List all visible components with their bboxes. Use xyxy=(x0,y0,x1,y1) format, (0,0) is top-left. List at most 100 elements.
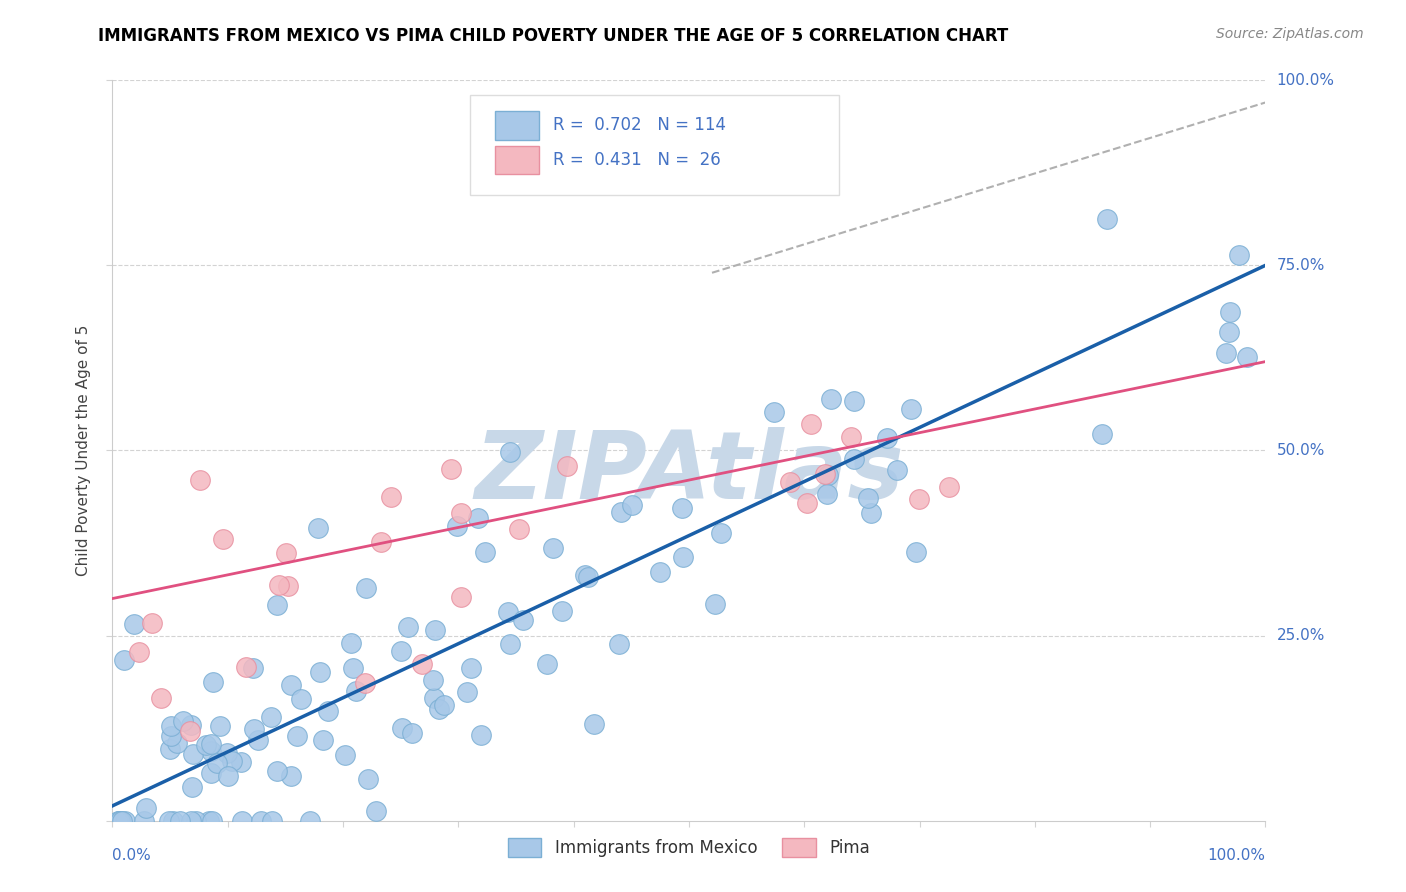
Point xyxy=(159,719,181,733)
Point xyxy=(280,769,302,783)
Point xyxy=(260,814,283,828)
Point xyxy=(274,546,297,560)
Point xyxy=(132,814,155,828)
Point xyxy=(1091,427,1114,442)
Point xyxy=(583,717,606,731)
Point xyxy=(440,462,463,476)
Point xyxy=(108,814,131,828)
Point xyxy=(450,590,472,604)
Point xyxy=(450,506,472,520)
Point xyxy=(267,578,290,592)
Point xyxy=(307,521,329,535)
Point xyxy=(181,747,204,762)
Text: Source: ZipAtlas.com: Source: ZipAtlas.com xyxy=(1216,27,1364,41)
Point xyxy=(710,526,733,541)
FancyBboxPatch shape xyxy=(470,95,839,195)
Point xyxy=(820,392,842,407)
Point xyxy=(243,723,266,737)
Point xyxy=(180,814,202,828)
Point xyxy=(815,486,838,500)
Point xyxy=(280,677,302,691)
Point xyxy=(648,565,671,579)
Point xyxy=(671,500,693,515)
Text: R =  0.702   N = 114: R = 0.702 N = 114 xyxy=(553,117,725,135)
Point xyxy=(181,780,204,795)
Text: 100.0%: 100.0% xyxy=(1277,73,1334,87)
Point xyxy=(389,644,412,658)
Point xyxy=(779,475,801,489)
Point xyxy=(446,518,468,533)
Point xyxy=(186,814,208,828)
Point xyxy=(200,765,222,780)
Point xyxy=(609,505,631,519)
Point xyxy=(470,728,492,742)
Text: 25.0%: 25.0% xyxy=(1277,628,1324,643)
Point xyxy=(508,522,530,536)
Point xyxy=(107,814,129,828)
Point xyxy=(201,675,224,690)
Point xyxy=(112,653,135,667)
Point xyxy=(900,402,922,417)
Point xyxy=(814,467,837,481)
Point xyxy=(246,732,269,747)
Point xyxy=(1219,305,1241,319)
Point xyxy=(672,549,695,564)
Point xyxy=(499,637,522,651)
Point xyxy=(425,623,447,637)
Point xyxy=(886,463,908,477)
Point xyxy=(460,661,482,675)
FancyBboxPatch shape xyxy=(495,146,538,174)
Point xyxy=(1236,350,1258,364)
Point xyxy=(141,615,163,630)
Point xyxy=(433,698,456,712)
Point xyxy=(839,430,862,444)
Point xyxy=(938,480,960,494)
Point xyxy=(704,598,727,612)
Point xyxy=(235,660,257,674)
Point xyxy=(108,814,131,828)
Point xyxy=(762,405,785,419)
Point xyxy=(474,545,496,559)
Point xyxy=(541,541,564,556)
Point xyxy=(231,755,253,769)
Point xyxy=(904,545,927,559)
Point xyxy=(411,657,433,671)
Point xyxy=(555,458,578,473)
Point xyxy=(907,491,929,506)
Point xyxy=(166,736,188,750)
Point xyxy=(496,605,519,619)
Point xyxy=(574,567,596,582)
Text: 75.0%: 75.0% xyxy=(1277,258,1324,273)
Point xyxy=(312,733,335,747)
Text: 100.0%: 100.0% xyxy=(1208,848,1265,863)
Text: IMMIGRANTS FROM MEXICO VS PIMA CHILD POVERTY UNDER THE AGE OF 5 CORRELATION CHAR: IMMIGRANTS FROM MEXICO VS PIMA CHILD POV… xyxy=(98,27,1008,45)
Point xyxy=(353,676,375,690)
Point xyxy=(357,772,380,787)
Point xyxy=(467,511,489,525)
Point xyxy=(576,570,599,584)
Point xyxy=(499,445,522,459)
Point xyxy=(188,473,211,487)
Point xyxy=(1218,325,1240,339)
Legend: Immigrants from Mexico, Pima: Immigrants from Mexico, Pima xyxy=(502,831,876,864)
Point xyxy=(160,729,183,743)
Point xyxy=(212,532,235,546)
Point xyxy=(391,721,413,735)
Point xyxy=(299,814,322,828)
Point xyxy=(277,579,299,593)
Point xyxy=(308,665,330,679)
Point xyxy=(796,496,818,510)
Point xyxy=(609,637,631,651)
Y-axis label: Child Poverty Under the Age of 5: Child Poverty Under the Age of 5 xyxy=(76,325,91,576)
Point xyxy=(108,814,131,828)
Point xyxy=(197,814,219,828)
Point xyxy=(456,685,478,699)
Point xyxy=(551,604,574,618)
Point xyxy=(194,738,217,752)
Point xyxy=(159,742,181,756)
Point xyxy=(364,805,387,819)
Point xyxy=(333,747,356,762)
Point xyxy=(860,506,883,520)
Point xyxy=(157,814,180,828)
Point xyxy=(215,746,238,760)
